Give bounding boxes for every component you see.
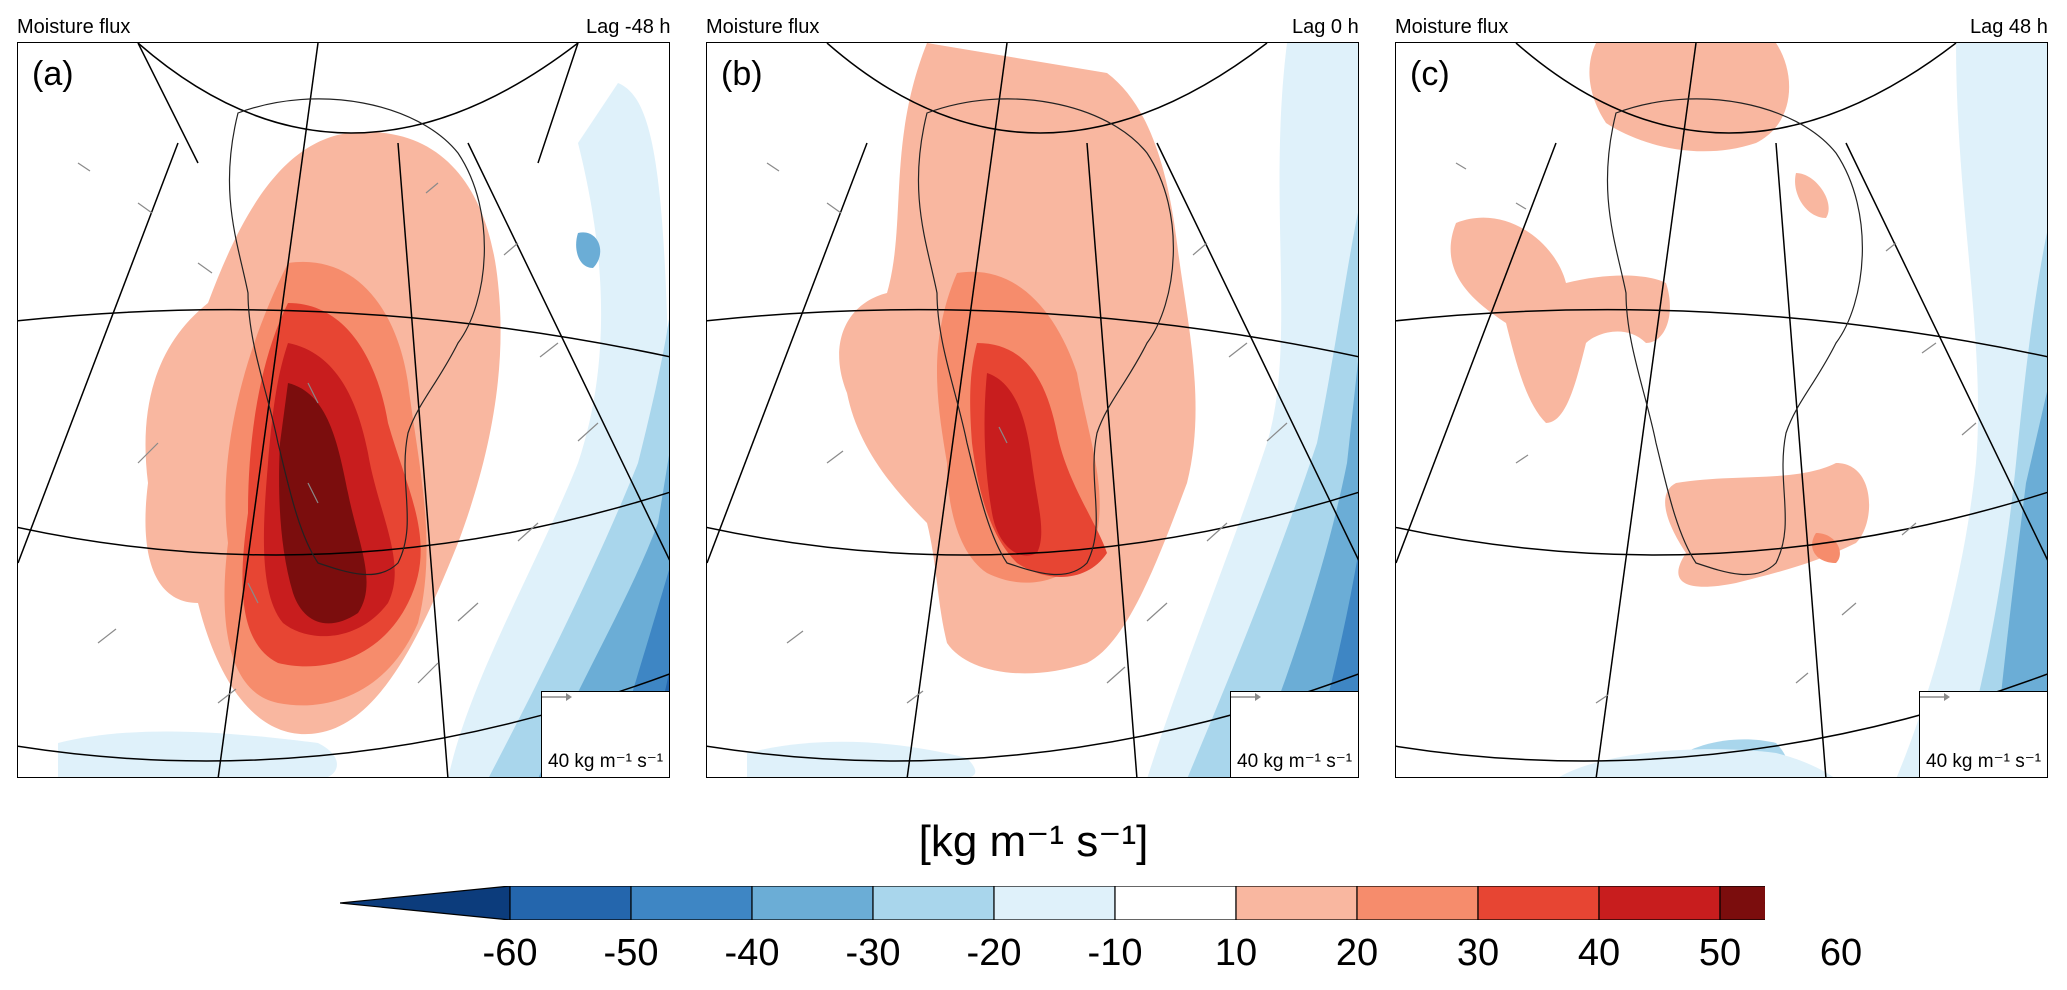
colorbar-tick-label: 50	[1698, 932, 1742, 974]
colorbar-segment	[751, 886, 874, 920]
panel-b-title: Moisture flux	[706, 16, 820, 38]
panel-b-field	[707, 43, 1358, 777]
colorbar-label: [kg m⁻¹ s⁻¹]	[918, 817, 1149, 866]
panel-c-title: Moisture flux	[1395, 16, 1509, 38]
colorbar-segment	[1477, 886, 1600, 920]
colorbar-tick-label: -40	[724, 932, 780, 974]
colorbar-segment	[872, 886, 995, 920]
panel-c-letter: (c)	[1410, 55, 1450, 93]
colorbar-tick-label: 10	[1214, 932, 1258, 974]
colorbar-segment	[1598, 886, 1721, 920]
colorbar-segment	[630, 886, 753, 920]
panel-a-map: (a) 40 kg m⁻¹ s⁻¹	[17, 42, 670, 778]
colorbar-tick-label: 30	[1456, 932, 1500, 974]
panel-c-reference-vector-box: 40 kg m⁻¹ s⁻¹	[1919, 691, 2047, 777]
colorbar-segment	[1235, 886, 1358, 920]
colorbar-tick-label: 40	[1577, 932, 1621, 974]
panel-a-lag: Lag -48 h	[586, 16, 671, 38]
colorbar-segment	[1719, 886, 1765, 920]
colorbar-tick-label: -30	[845, 932, 901, 974]
panel-b-map: (b) 40 kg m⁻¹ s⁻¹	[706, 42, 1359, 778]
colorbar-low-extension	[340, 886, 511, 920]
colorbar-tick-label: 20	[1335, 932, 1379, 974]
panel-a-letter: (a)	[32, 55, 74, 93]
panel-c-lag: Lag 48 h	[1970, 16, 2048, 38]
reference-arrow-icon	[542, 693, 572, 701]
panel-a-field	[18, 43, 669, 777]
reference-arrow-icon	[1231, 693, 1261, 701]
panel-c-reference-label: 40 kg m⁻¹ s⁻¹	[1926, 751, 2042, 772]
colorbar-tick-label: -10	[1087, 932, 1143, 974]
panel-b-reference-label: 40 kg m⁻¹ s⁻¹	[1237, 751, 1353, 772]
colorbar-segment	[1114, 886, 1237, 920]
colorbar-tick-label: 60	[1819, 932, 1863, 974]
colorbar	[340, 886, 1765, 920]
panel-c-field	[1396, 43, 2047, 777]
colorbar-segment	[993, 886, 1116, 920]
panel-c-map: (c) 40 kg m⁻¹ s⁻¹	[1395, 42, 2048, 778]
colorbar-segment	[1356, 886, 1479, 920]
panel-b-reference-vector-box: 40 kg m⁻¹ s⁻¹	[1230, 691, 1358, 777]
panel-a-reference-label: 40 kg m⁻¹ s⁻¹	[548, 751, 664, 772]
panel-a-title: Moisture flux	[17, 16, 131, 38]
colorbar-tick-label: -20	[966, 932, 1022, 974]
panel-b-lag: Lag 0 h	[1292, 16, 1359, 38]
reference-arrow-icon	[1920, 693, 1950, 701]
colorbar-tick-label: -60	[482, 932, 538, 974]
colorbar-tick-label: -50	[603, 932, 659, 974]
colorbar-segment	[509, 886, 632, 920]
panel-a-reference-vector-box: 40 kg m⁻¹ s⁻¹	[541, 691, 669, 777]
panel-b-letter: (b)	[721, 55, 763, 93]
